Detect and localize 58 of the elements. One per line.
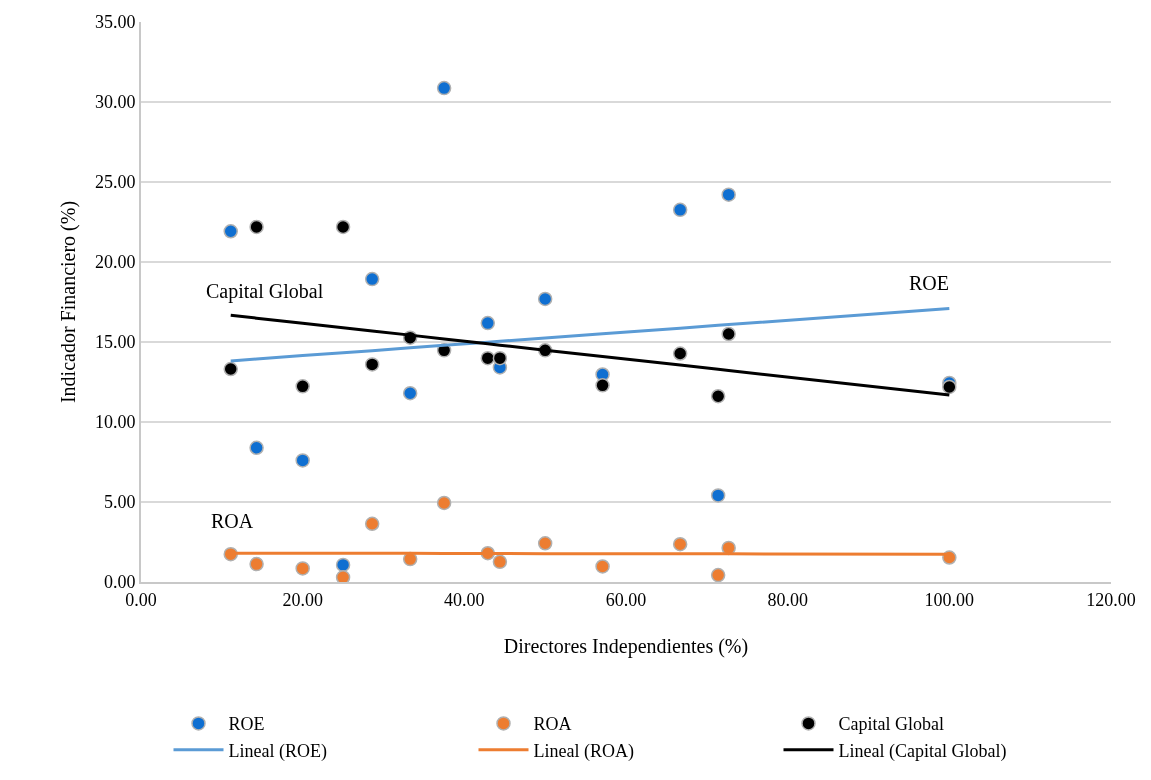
y-tick-label: 15.00 — [94, 332, 136, 353]
legend-label: Capital Global — [838, 714, 944, 735]
x-tick-label: 20.00 — [282, 589, 323, 610]
point — [942, 379, 957, 395]
point — [710, 567, 726, 582]
annotation: ROA — [211, 510, 254, 532]
point — [595, 559, 610, 574]
y-axis-title: Indicador Financiero (%) — [56, 200, 80, 404]
point — [295, 453, 310, 468]
y-tick-label: 20.00 — [94, 252, 136, 273]
legend-label: Lineal (Capital Global) — [838, 740, 1007, 762]
point — [335, 570, 351, 582]
annotation: ROE — [909, 272, 949, 294]
point — [295, 379, 310, 394]
point — [249, 556, 264, 572]
y-tick-label: 5.00 — [103, 492, 136, 513]
point — [595, 378, 610, 393]
point — [721, 187, 736, 202]
point — [335, 557, 351, 573]
y-tick-label: 25.00 — [94, 172, 136, 193]
x-tick-label: 80.00 — [767, 589, 808, 610]
point — [672, 536, 688, 552]
point — [335, 219, 351, 235]
point — [436, 495, 452, 511]
y-tick-label: 10.00 — [94, 412, 136, 433]
x-tick-label: 40.00 — [444, 589, 485, 610]
point — [364, 271, 380, 287]
point — [672, 346, 688, 361]
point — [537, 536, 553, 551]
point — [249, 219, 264, 235]
point — [480, 315, 496, 331]
point — [402, 385, 418, 401]
legend-label: ROE — [228, 714, 265, 735]
point — [480, 350, 496, 366]
point — [672, 202, 688, 218]
y-tick-label: 35.00 — [94, 12, 136, 33]
point — [492, 350, 508, 366]
y-tick-label: 30.00 — [94, 92, 136, 113]
point — [721, 326, 736, 342]
point — [364, 357, 380, 372]
point — [436, 80, 452, 96]
point — [710, 388, 726, 404]
point — [492, 554, 508, 570]
point — [249, 440, 264, 455]
legend-label: ROA — [533, 714, 572, 735]
point — [364, 516, 380, 531]
x-tick-label: 120.00 — [1086, 589, 1136, 610]
x-axis-title: Directores Independientes (%) — [503, 634, 749, 658]
legend-label: Lineal (ROA) — [533, 740, 634, 762]
point — [223, 224, 238, 239]
point — [295, 561, 310, 576]
x-tick-label: 100.00 — [924, 589, 975, 610]
point — [710, 488, 726, 503]
annotation: Capital Global — [206, 280, 324, 303]
point — [537, 291, 553, 307]
legend-label: Lineal (ROE) — [228, 740, 327, 762]
x-tick-label: 60.00 — [605, 589, 647, 610]
point — [223, 361, 238, 377]
